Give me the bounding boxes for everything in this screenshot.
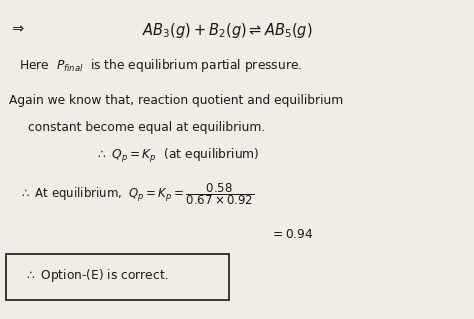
- Text: Here  $P_{final}$  is the equilibrium partial pressure.: Here $P_{final}$ is the equilibrium part…: [19, 57, 302, 74]
- Text: $\therefore$ Option-(E) is correct.: $\therefore$ Option-(E) is correct.: [24, 267, 168, 285]
- Text: $AB_3(g) + B_2(g) \rightleftharpoons AB_5(g)$: $AB_3(g) + B_2(g) \rightleftharpoons AB_…: [142, 21, 313, 40]
- Text: constant become equal at equilibrium.: constant become equal at equilibrium.: [28, 121, 266, 134]
- Text: $= 0.94$: $= 0.94$: [270, 228, 314, 241]
- Text: $\Rightarrow$: $\Rightarrow$: [9, 19, 26, 35]
- Text: $\therefore$ $Q_p = K_p$  (at equilibrium): $\therefore$ $Q_p = K_p$ (at equilibrium…: [95, 147, 259, 165]
- Text: Again we know that, reaction quotient and equilibrium: Again we know that, reaction quotient an…: [9, 94, 344, 107]
- Text: $\therefore$ At equilibrium,  $Q_p = K_p = \dfrac{0.58}{0.67 \times 0.92}$: $\therefore$ At equilibrium, $Q_p = K_p …: [19, 182, 254, 207]
